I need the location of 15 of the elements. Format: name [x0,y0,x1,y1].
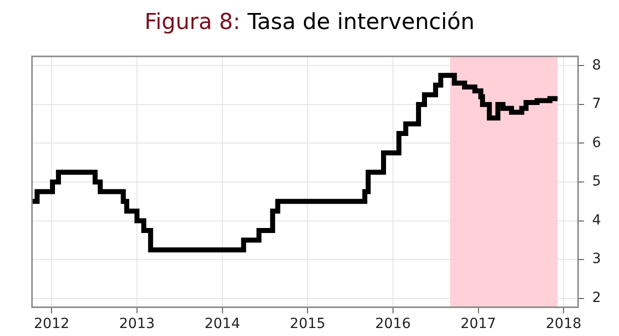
y-tick-label: 4 [592,212,602,228]
y-tick-label: 6 [592,134,602,151]
y-tick-label: 8 [592,57,602,74]
x-tick-label: 2016 [375,316,411,332]
y-tick-label: 2 [592,290,602,306]
x-tick-label: 2017 [460,316,496,332]
y-tick-label: 5 [592,174,602,190]
x-tick-label: 2014 [204,316,240,332]
x-tick-label: 2012 [34,316,70,332]
x-tick-label: 2018 [546,316,582,332]
x-tick-label: 2013 [119,316,155,332]
chart-title: Figura 8: Tasa de intervención [143,10,476,35]
y-tick-label: 3 [592,251,602,268]
y-tick-label: 7 [592,96,602,112]
x-tick-label: 2015 [290,316,326,332]
